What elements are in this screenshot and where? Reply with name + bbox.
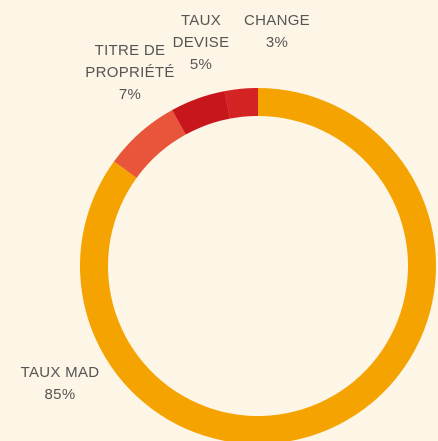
segment-label: CHANGE 3% [227, 10, 327, 54]
category-name: CHANGE [244, 12, 310, 29]
donut-segment [224, 88, 258, 119]
value-label: 5% [189, 56, 213, 73]
segment-label: TAUX MAD 85% [10, 362, 110, 406]
value-label: 7% [118, 86, 142, 103]
value-label: 85% [44, 386, 76, 403]
category-name: TAUX DEVISE [172, 12, 230, 51]
segment-label: TAUX DEVISE 5% [166, 10, 236, 76]
category-name: TAUX MAD [20, 364, 100, 381]
donut-segment [172, 91, 230, 135]
category-name: TITRE DE PROPRIÉTÉ [85, 42, 175, 81]
segment-label: TITRE DE PROPRIÉTÉ 7% [80, 40, 180, 106]
value-label: 3% [265, 34, 289, 51]
donut-segment [113, 110, 186, 178]
